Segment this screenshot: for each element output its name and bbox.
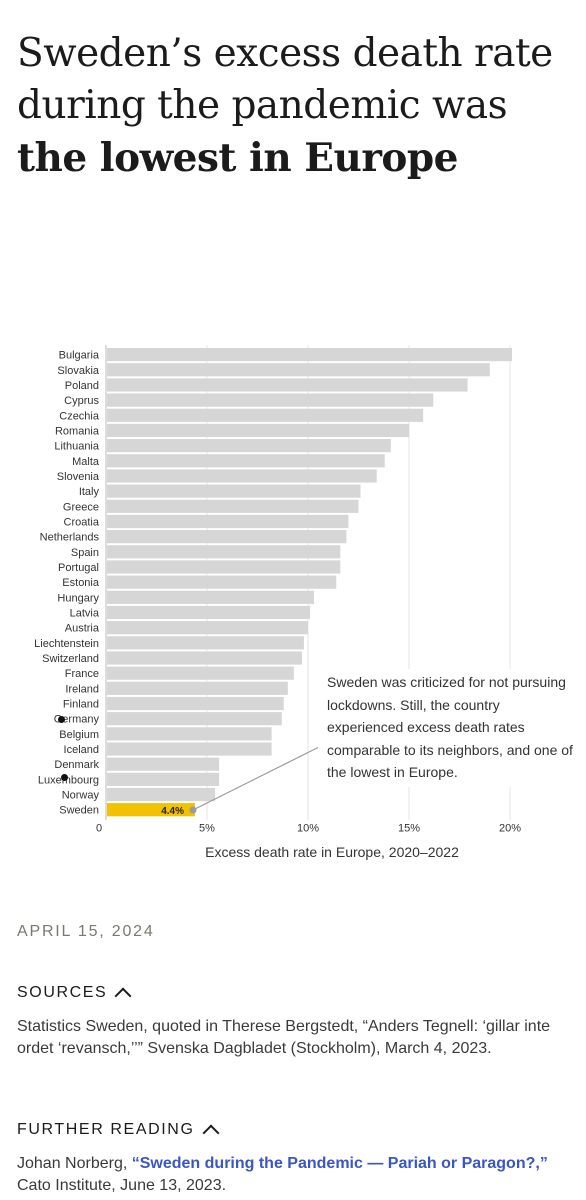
category-label: Poland <box>65 380 99 392</box>
bar-latvia <box>107 605 311 620</box>
category-label: Luxembourg <box>38 774 99 786</box>
page-title: Sweden’s excess death rate during the pa… <box>17 28 577 185</box>
bar-hungary <box>107 590 315 604</box>
bar-france <box>107 666 294 680</box>
category-label: Iceland <box>64 744 99 756</box>
category-label: Liechtenstein <box>34 638 99 650</box>
title-bold: the lowest in Europe <box>17 135 459 181</box>
bar-denmark <box>107 757 220 771</box>
cursor-dot <box>58 716 65 723</box>
bar-czechia <box>107 408 424 422</box>
bar-romania <box>107 423 409 438</box>
category-label: Norway <box>62 790 100 802</box>
bar-italy <box>107 484 361 498</box>
bar-luxembourg <box>107 772 220 786</box>
further-reading-toggle[interactable]: FURTHER READING <box>17 1121 219 1141</box>
x-tick-label: 20% <box>499 822 521 834</box>
bar-netherlands <box>107 530 347 544</box>
bar-finland <box>107 696 284 711</box>
category-label: France <box>65 668 99 680</box>
chevron-up-icon <box>202 1124 219 1141</box>
bar-estonia <box>107 575 337 589</box>
further-reading-link[interactable]: “Sweden during the Pandemic — Pariah or … <box>131 1155 548 1172</box>
bar-chart: Bulgaria Slovakia Poland Cyprus Czechia Roman… <box>34 345 578 860</box>
category-label: Hungary <box>57 592 99 604</box>
further-reading-author: Johan Norberg, <box>17 1155 132 1172</box>
bar-sweden <box>107 803 195 817</box>
cursor-dot <box>61 774 68 781</box>
category-label: Denmark <box>54 759 99 771</box>
x-tick-label: 15% <box>398 822 420 834</box>
category-label: Estonia <box>62 577 100 589</box>
bar-greece <box>107 499 359 513</box>
category-label: Lithuania <box>54 441 100 453</box>
chevron-up-icon <box>114 987 132 1004</box>
sources-text: Statistics Sweden, quoted in Therese Ber… <box>17 1018 551 1057</box>
category-label: Finland <box>63 699 99 711</box>
bar-germany <box>107 712 282 726</box>
bar-lithuania <box>107 439 391 453</box>
annotation-box <box>318 669 578 787</box>
bar-ireland <box>107 681 288 695</box>
annotation-leader-line <box>192 742 328 811</box>
category-label: Ireland <box>65 683 99 695</box>
category-label: Sweden <box>59 805 99 817</box>
bar-bulgaria <box>107 348 513 362</box>
bar-belgium <box>107 727 272 741</box>
bar-cyprus <box>107 393 434 407</box>
category-label: Slovakia <box>57 365 99 377</box>
category-label: Switzerland <box>42 653 99 665</box>
category-label: Czechia <box>59 410 100 422</box>
bar-malta <box>107 454 385 468</box>
annotation-text: Sweden was criticized for not pursuing l… <box>327 674 573 780</box>
bar-slovakia <box>107 363 490 377</box>
category-label: Austria <box>65 623 100 635</box>
category-label: Germany <box>54 714 100 726</box>
publish-date: APRIL 15, 2024 <box>17 923 155 940</box>
bar-switzerland <box>107 651 302 665</box>
bar-austria <box>107 621 308 635</box>
bar-spain <box>107 545 341 559</box>
sweden-value-label: 4.4% <box>161 806 184 817</box>
bar-slovenia <box>107 469 377 483</box>
bar-croatia <box>107 514 349 529</box>
category-label: Malta <box>72 456 100 468</box>
category-label: Bulgaria <box>59 350 100 362</box>
sweden-marker-dot <box>189 806 197 814</box>
bar-norway <box>107 787 216 802</box>
category-label: Latvia <box>70 607 100 619</box>
further-reading-text: Johan Norberg, “Sweden during the Pandem… <box>17 1153 572 1197</box>
x-tick-label: 10% <box>297 822 319 834</box>
category-label: Croatia <box>64 516 100 528</box>
bar-liechtenstein <box>107 636 304 650</box>
bar-portugal <box>107 560 341 574</box>
category-label: Greece <box>63 501 99 513</box>
category-label: Slovenia <box>57 471 100 483</box>
sources-toggle[interactable]: SOURCES <box>17 984 132 1004</box>
further-reading-heading: FURTHER READING <box>17 1121 195 1138</box>
x-axis-label: Excess death rate in Europe, 2020–2022 <box>205 844 459 860</box>
category-label: Italy <box>79 486 100 498</box>
sources-heading: SOURCES <box>17 984 108 1001</box>
x-tick-label: 0 <box>96 822 102 834</box>
further-reading-rest: Cato Institute, June 13, 2023. <box>17 1177 227 1194</box>
category-label: Belgium <box>59 729 99 741</box>
category-label: Portugal <box>58 562 99 574</box>
title-regular: Sweden’s excess death rate during the pa… <box>17 31 553 128</box>
category-label: Spain <box>71 547 99 559</box>
x-tick-label: 5% <box>199 822 215 834</box>
category-label: Romania <box>55 425 100 437</box>
category-label: Cyprus <box>64 395 99 407</box>
category-label: Netherlands <box>40 532 100 544</box>
bar-poland <box>107 378 468 392</box>
bar-iceland <box>107 742 272 756</box>
